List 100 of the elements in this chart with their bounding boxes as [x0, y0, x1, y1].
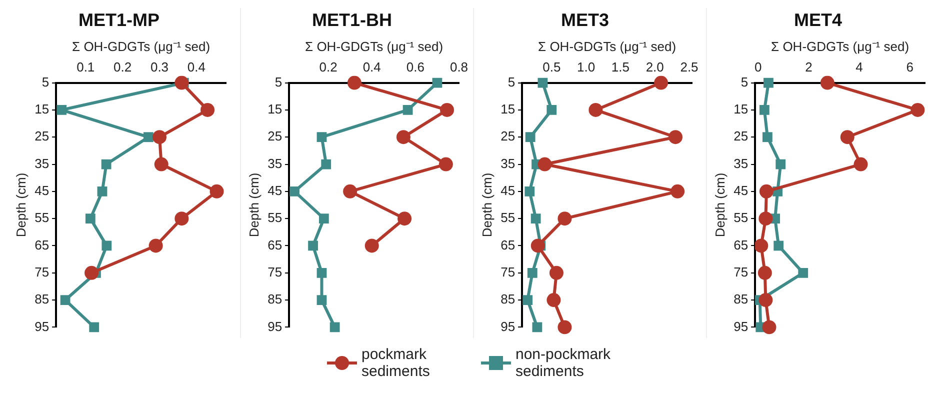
point: [143, 132, 154, 142]
point: [210, 184, 224, 198]
point: [668, 130, 682, 144]
y-tick-label: 5: [274, 74, 282, 90]
point: [762, 320, 776, 334]
point: [148, 238, 163, 253]
point: [798, 268, 808, 278]
x-tick-label: 4: [856, 60, 863, 75]
point: [56, 105, 67, 115]
point: [558, 320, 572, 334]
y-tick-label: 75: [34, 264, 50, 280]
y-tick-label: 25: [34, 128, 50, 144]
point: [525, 132, 536, 142]
point: [776, 159, 786, 170]
point: [308, 240, 318, 251]
y-axis-title: Depth (cm): [246, 172, 262, 238]
y-tick-label: 65: [500, 237, 516, 252]
y-tick-label: 85: [268, 292, 282, 307]
y-tick-label: 55: [34, 210, 50, 226]
x-tick-label: 0.1: [76, 60, 95, 75]
x-tick-label: 1.5: [611, 60, 630, 75]
x-axis-title: Σ OH-GDGTs (μg⁻¹ sed): [305, 38, 444, 54]
legend-label: pockmark sediments: [362, 346, 431, 380]
x-tick-label: 0.3: [150, 60, 169, 75]
point: [396, 130, 410, 144]
point: [530, 214, 541, 224]
point: [654, 76, 668, 90]
point: [347, 76, 362, 90]
y-tick-label: 85: [500, 292, 516, 307]
point: [774, 240, 784, 251]
y-tick-label: 25: [500, 128, 516, 144]
point: [330, 322, 340, 332]
point: [440, 102, 454, 117]
y-tick-label: 55: [268, 210, 282, 226]
point: [432, 78, 442, 88]
y-tick-label: 95: [268, 318, 282, 334]
y-tick-label: 85: [734, 292, 748, 307]
y-tick-label: 65: [734, 237, 748, 252]
point: [546, 293, 561, 308]
point: [398, 212, 412, 226]
point: [549, 266, 564, 280]
x-tick-label: 0.6: [406, 60, 424, 75]
point: [530, 238, 545, 253]
x-tick-label: 6: [906, 60, 914, 75]
point: [588, 102, 603, 117]
x-tick-label: 2.0: [646, 60, 664, 75]
x-tick-label: 2.5: [680, 60, 698, 75]
x-tick-label: 1.0: [577, 60, 596, 75]
x-tick-label: 0.5: [542, 60, 561, 75]
point: [364, 238, 379, 253]
point: [854, 157, 868, 172]
y-tick-label: 25: [734, 128, 748, 144]
x-tick-label: 0: [754, 60, 762, 75]
chart-title: MET3: [560, 10, 610, 30]
chart-title: MET1-MP: [78, 10, 160, 30]
legend-label: non-pockmark sediments: [516, 346, 612, 380]
point: [538, 78, 548, 88]
point: [174, 76, 189, 90]
point: [527, 268, 538, 278]
point: [546, 105, 557, 115]
point: [85, 214, 96, 224]
y-tick-label: 15: [268, 102, 282, 117]
y-tick-label: 45: [734, 183, 748, 198]
y-tick-label: 95: [34, 318, 50, 334]
point: [438, 157, 453, 172]
y-tick-label: 65: [268, 237, 282, 252]
x-tick-label: 0.2: [114, 60, 132, 75]
x-axis-title: Σ OH-GDGTs (μg⁻¹ sed): [72, 38, 210, 54]
point: [762, 132, 772, 142]
point: [522, 295, 533, 305]
y-tick-label: 35: [268, 156, 282, 171]
x-tick-label: 0.4: [187, 60, 206, 75]
x-axis-title: Σ OH-GDGTs (μg⁻¹ sed): [538, 38, 676, 54]
y-tick-label: 15: [500, 102, 516, 117]
y-tick-label: 55: [734, 210, 748, 226]
point: [102, 240, 112, 251]
point: [316, 295, 327, 305]
point: [316, 268, 327, 278]
y-tick-label: 75: [734, 264, 748, 280]
y-axis-title: Depth (cm): [13, 172, 28, 238]
point: [764, 78, 774, 88]
point: [758, 293, 773, 308]
point: [174, 212, 189, 226]
y-tick-label: 75: [268, 264, 282, 280]
point: [60, 295, 70, 305]
point: [200, 102, 215, 117]
x-tick-label: 0.2: [319, 60, 338, 75]
point: [758, 212, 773, 226]
y-axis-title: Depth (cm): [712, 172, 728, 238]
y-tick-label: 5: [740, 74, 748, 90]
point: [321, 159, 332, 170]
x-tick-label: 0.4: [362, 60, 381, 75]
y-tick-label: 95: [734, 318, 748, 334]
y-tick-label: 15: [734, 102, 748, 117]
point: [670, 184, 685, 198]
point: [758, 266, 772, 280]
y-axis-title: Depth (cm): [479, 172, 494, 238]
y-tick-label: 85: [34, 292, 50, 307]
y-tick-label: 65: [34, 237, 50, 252]
point: [84, 266, 99, 280]
